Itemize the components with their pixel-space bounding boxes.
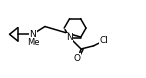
Text: N: N: [66, 33, 73, 42]
Text: Me: Me: [27, 38, 39, 47]
Text: O: O: [74, 54, 81, 63]
Text: Cl: Cl: [100, 36, 108, 45]
Text: N: N: [30, 30, 36, 39]
